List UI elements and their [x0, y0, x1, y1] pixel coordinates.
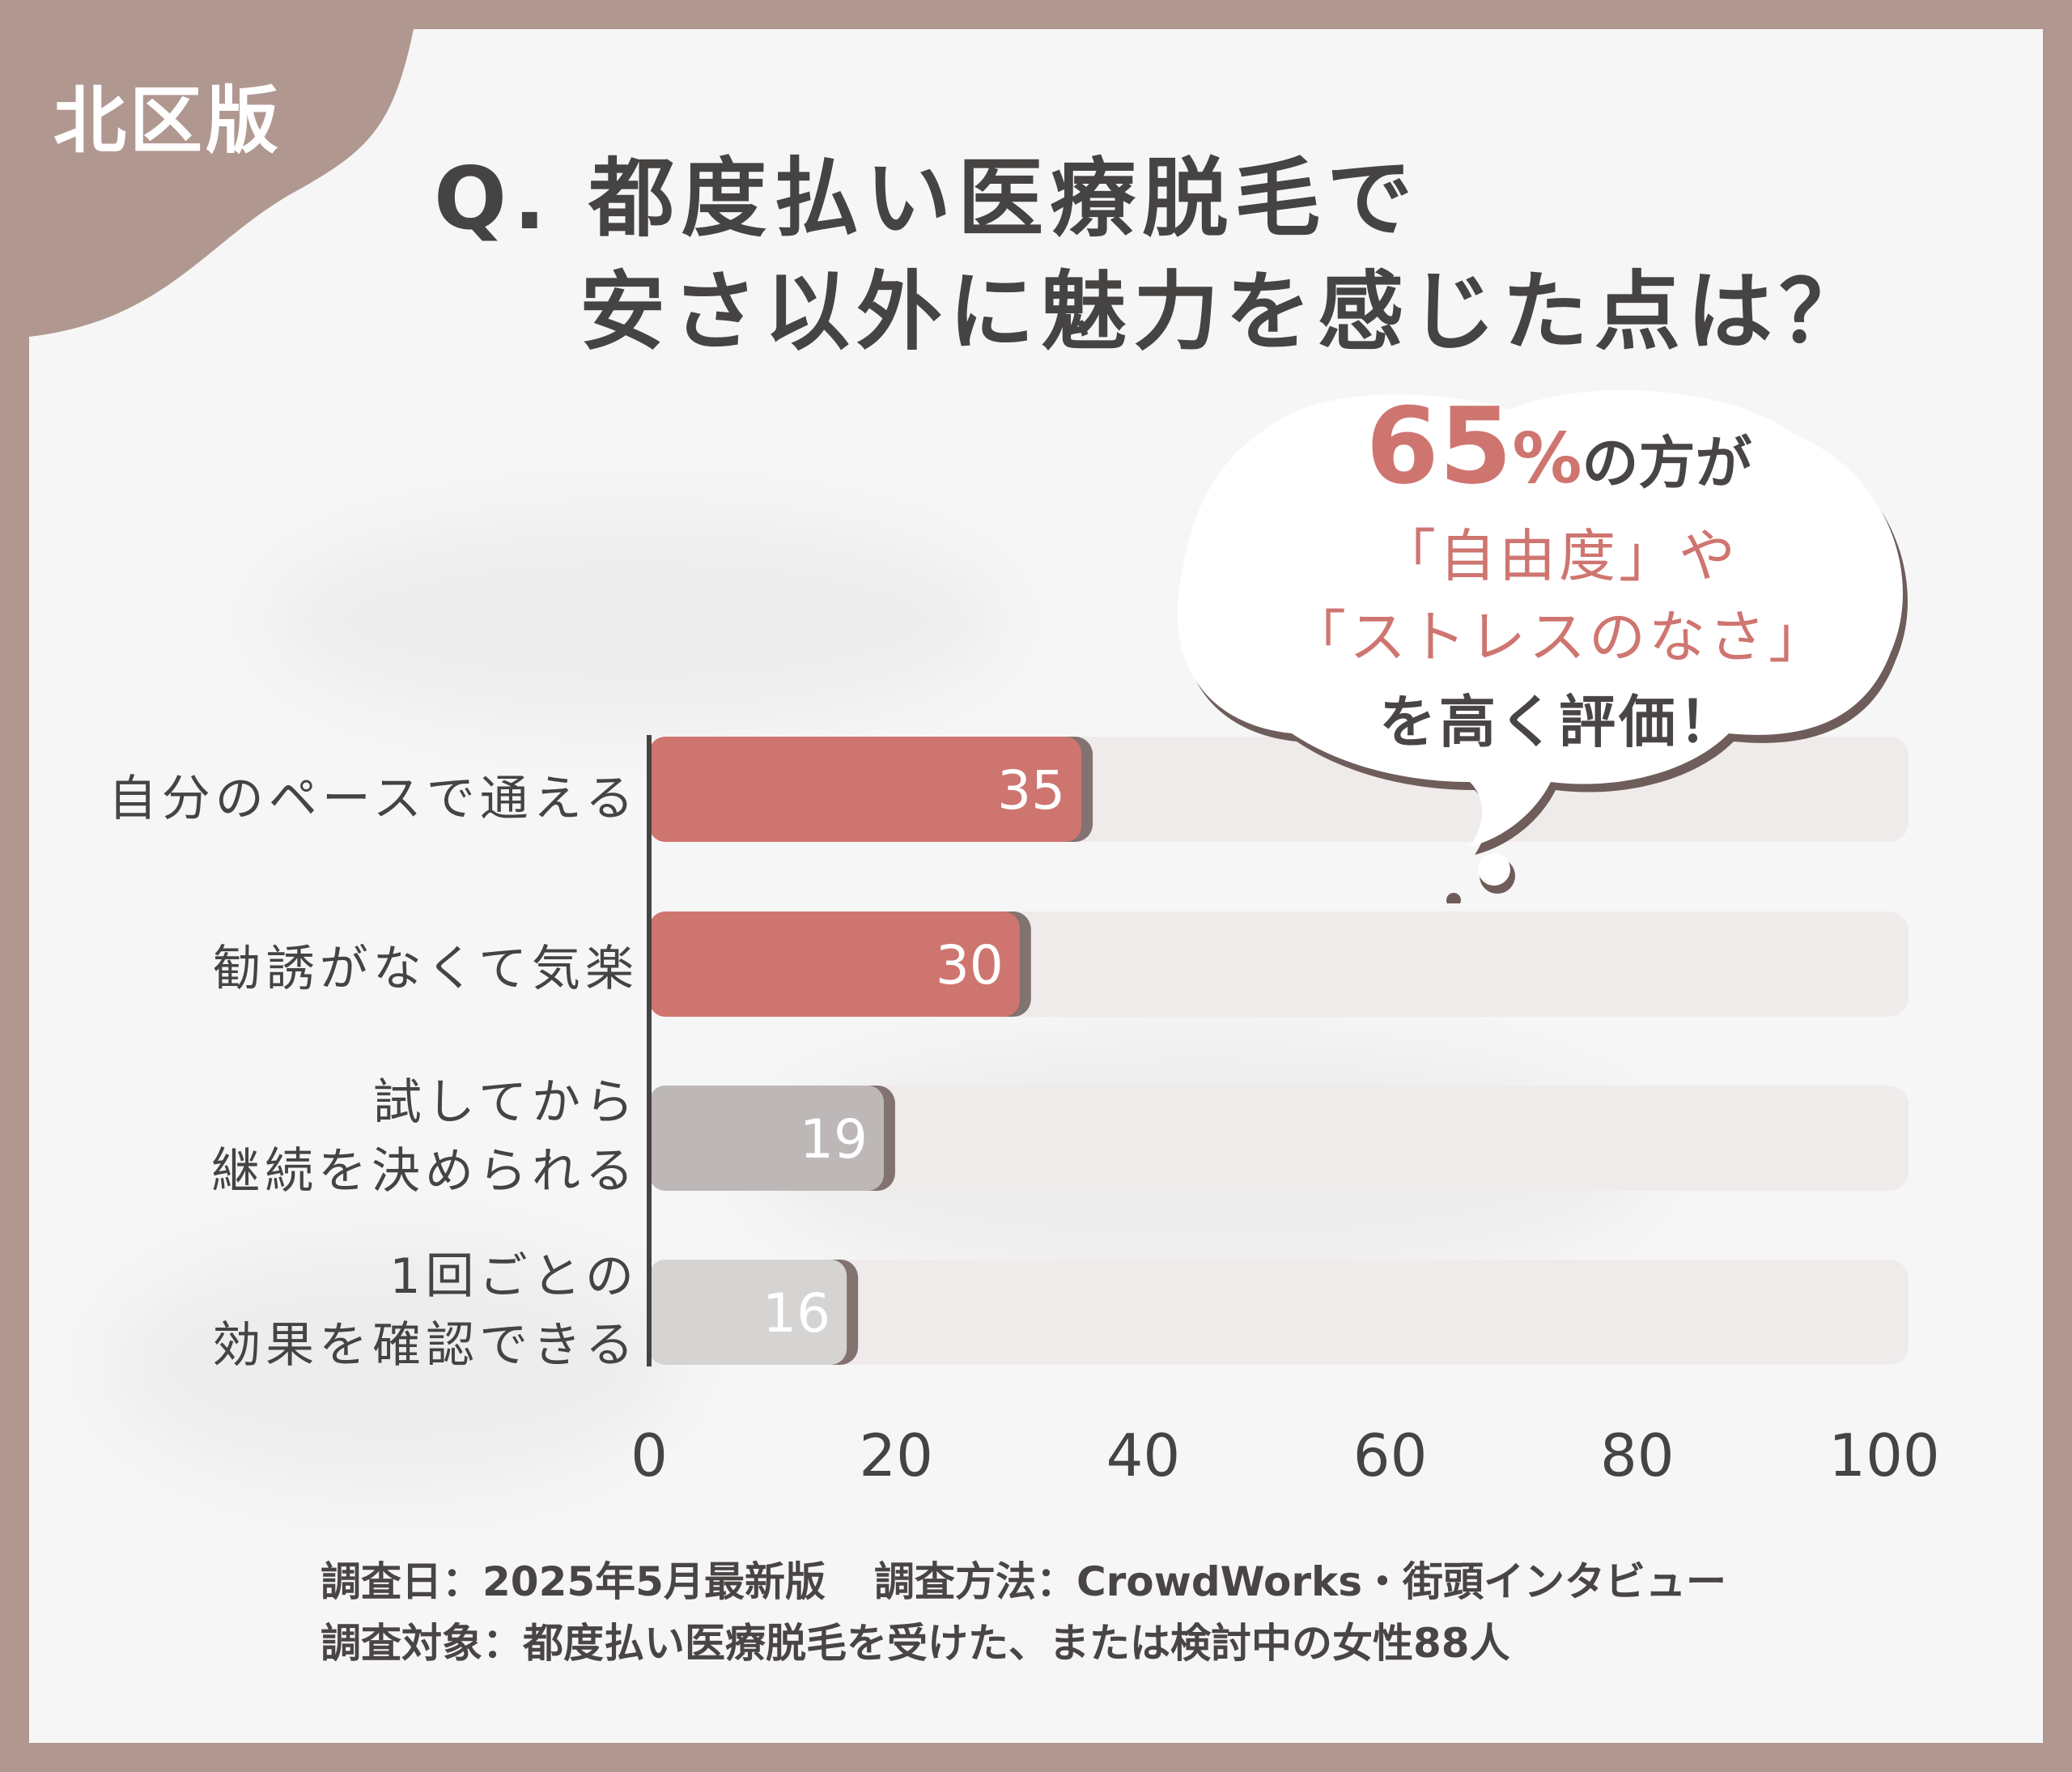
callout-line1-rest: の方が — [1582, 430, 1752, 496]
region-badge: 北区版 — [53, 79, 282, 164]
x-tick-label: 20 — [859, 1421, 933, 1489]
callout-line4: を高く評価！ — [1379, 689, 1739, 755]
speech-bubble — [1177, 390, 1908, 903]
survey-date: 調査日：2025年5月最新版 — [321, 1558, 826, 1605]
question-title-line1: Q. 都度払い医療脱毛で — [434, 149, 1420, 249]
survey-method: 調査方法：CrowdWorks・街頭インタビュー — [873, 1558, 1727, 1605]
category-label: 継続を決められる — [211, 1143, 639, 1200]
question-title-line2: 安さ以外に魅力を感じた点は？ — [580, 262, 1871, 362]
callout-line1: 65%の方が — [1195, 393, 1923, 516]
category-label: 自分のペースで通える — [108, 771, 639, 827]
category-label: 1回ごとの — [389, 1248, 639, 1305]
bar-value-label: 30 — [936, 934, 1004, 996]
survey-target: 調査対象：都度払い医療脱毛を受けた、または検討中の女性88人 — [321, 1620, 1510, 1667]
bar — [649, 737, 1082, 842]
bar-value-label: 16 — [762, 1282, 830, 1345]
footer-line1: 調査日：2025年5月最新版 調査方法：CrowdWorks・街頭インタビュー — [321, 1551, 1726, 1613]
x-tick-label: 0 — [631, 1421, 668, 1489]
bar-value-label: 35 — [997, 759, 1065, 822]
x-tick-label: 80 — [1599, 1421, 1675, 1489]
category-label: 勧誘がなくて気楽 — [212, 941, 639, 997]
infographic-card: 北区版 Q. 都度払い医療脱毛で 安さ以外に魅力を感じた点は？ 35 30 19 16… — [29, 29, 2043, 1743]
callout-line3: 「ストレスのなさ」 — [1289, 604, 1828, 670]
bar — [649, 1260, 847, 1365]
bar-track — [649, 1086, 1909, 1191]
bar-track — [649, 1260, 1909, 1365]
callout-text: 65%の方が 「自由度」や 「ストレスのなさ」 を高く評価！ — [1195, 393, 1923, 767]
callout-percent: 65 — [1365, 385, 1513, 508]
category-label: 効果を確認できる — [212, 1317, 639, 1374]
bar — [649, 911, 1020, 1017]
x-tick-label: 100 — [1828, 1421, 1940, 1489]
callout-line2: 「自由度」や — [1379, 523, 1739, 589]
bar-value-label: 19 — [800, 1108, 868, 1171]
bar — [649, 1086, 884, 1191]
category-label: 試してから — [372, 1074, 639, 1131]
x-tick-label: 40 — [1106, 1421, 1181, 1489]
survey-footer: 調査日：2025年5月最新版 調査方法：CrowdWorks・街頭インタビュー 調… — [321, 1551, 1726, 1674]
corner-badge-shape — [29, 29, 482, 369]
question-title: Q. 都度払い医療脱毛で 安さ以外に魅力を感じた点は？ — [434, 142, 1871, 369]
x-tick-label: 60 — [1352, 1421, 1428, 1489]
callout-percent-sign: % — [1512, 419, 1582, 499]
